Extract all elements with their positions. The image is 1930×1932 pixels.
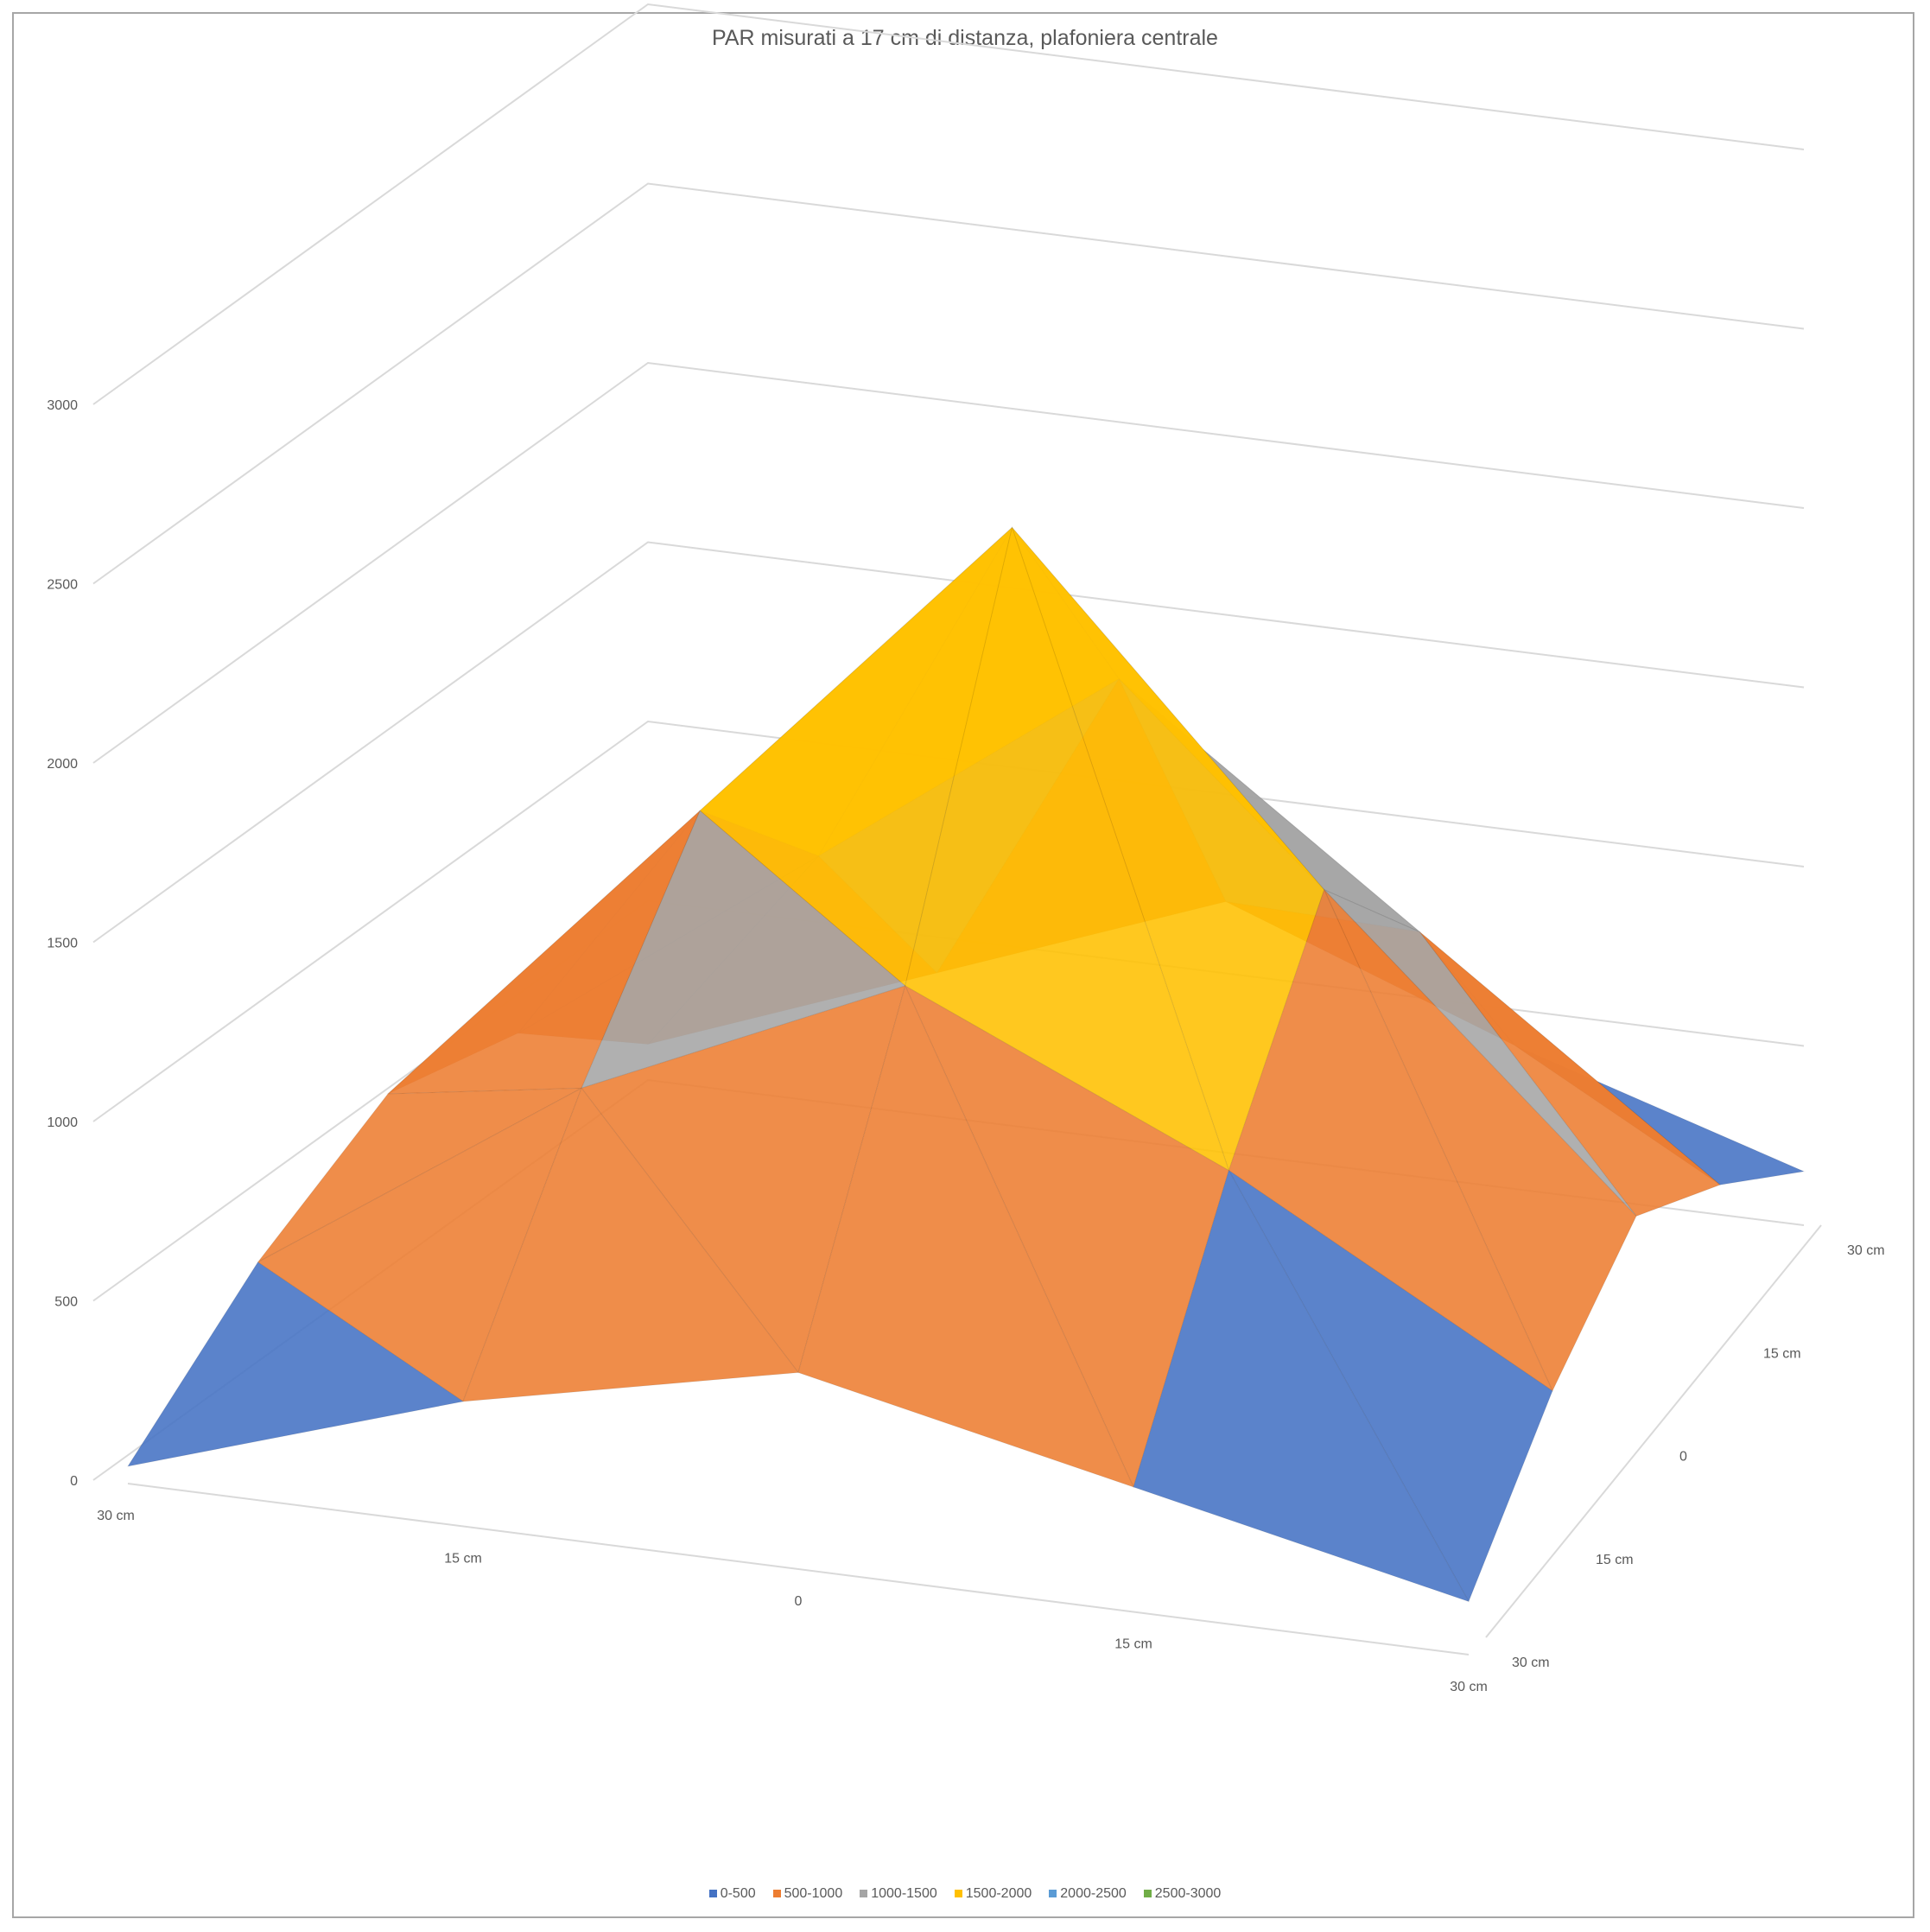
- z-gridline: [92, 182, 1805, 585]
- z-gridline: [92, 541, 1805, 944]
- axes: 0 500 1000 1500 2000 2500 3000 30 cm 15 cm 0 15 cm…: [47, 398, 1884, 1694]
- legend-swatch: [1143, 1890, 1152, 1898]
- y-tick-label: 30 cm: [1512, 1656, 1550, 1670]
- y-tick-label: 30 cm: [1847, 1243, 1885, 1258]
- z-gridline: [92, 720, 1805, 1122]
- legend-swatch: [708, 1890, 717, 1898]
- z-tick-label: 3000: [47, 398, 78, 413]
- z-tick-label: 1500: [47, 937, 78, 951]
- legend: 0-500 500-1000 1000-1500 1500-2000 2000-2500…: [0, 1886, 1930, 1902]
- surface: [126, 525, 1806, 1603]
- legend-swatch: [772, 1890, 781, 1898]
- chart-frame: [12, 12, 1914, 1918]
- z-gridline: [92, 3, 1805, 405]
- z-tick-label: 0: [70, 1474, 78, 1489]
- surface-facet: [462, 1087, 799, 1402]
- surface-facet: [1133, 1169, 1470, 1603]
- x-tick-label: 30 cm: [1450, 1680, 1488, 1694]
- legend-label: 2500-3000: [1154, 1886, 1222, 1901]
- z-gridline: [92, 361, 1805, 764]
- surface-facet: [126, 1262, 465, 1467]
- y-tick-label: 15 cm: [1763, 1346, 1801, 1361]
- x-axis-line: [127, 1483, 1470, 1656]
- chart-title: PAR misurati a 17 cm di distanza, plafon…: [712, 26, 1218, 50]
- legend-label: 1500-2000: [965, 1886, 1032, 1901]
- y-tick-label: 0: [1679, 1450, 1687, 1465]
- legend-label: 0-500: [720, 1886, 756, 1901]
- y-axis-line: [1485, 1224, 1822, 1638]
- x-tick-label: 30 cm: [97, 1509, 135, 1523]
- legend-label: 2000-2500: [1060, 1886, 1127, 1901]
- x-tick-label: 0: [795, 1594, 803, 1609]
- z-tick-label: 2500: [47, 578, 78, 593]
- z-tick-label: 500: [54, 1295, 78, 1310]
- legend-item: 0-500: [708, 1886, 756, 1902]
- legend-item: 2000-2500: [1049, 1886, 1127, 1902]
- legend-swatch: [1049, 1890, 1057, 1898]
- legend-item: 500-1000: [772, 1886, 843, 1902]
- x-tick-label: 15 cm: [444, 1552, 482, 1567]
- legend-item: 1500-2000: [954, 1886, 1032, 1902]
- legend-swatch: [954, 1890, 962, 1898]
- z-tick-label: 2000: [47, 757, 78, 772]
- y-tick-label: 15 cm: [1596, 1553, 1634, 1567]
- legend-swatch: [860, 1890, 868, 1898]
- z-tick-label: 1000: [47, 1115, 78, 1130]
- legend-label: 1000-1500: [871, 1886, 937, 1901]
- legend-item: 2500-3000: [1143, 1886, 1222, 1902]
- x-tick-label: 15 cm: [1114, 1637, 1152, 1652]
- surface-facet: [797, 984, 1134, 1488]
- legend-item: 1000-1500: [860, 1886, 937, 1902]
- legend-label: 500-1000: [784, 1886, 843, 1901]
